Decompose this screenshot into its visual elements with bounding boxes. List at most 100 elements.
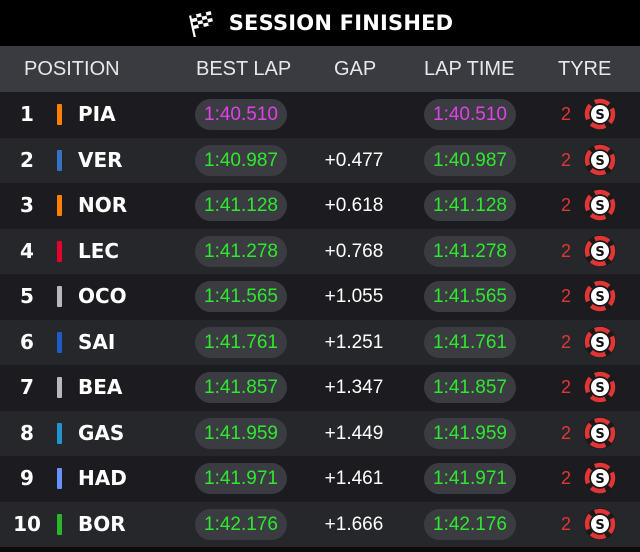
col-lap-time: LAP TIME (424, 58, 514, 81)
session-header: SESSION FINISHED (0, 0, 640, 46)
best-lap-time: 1:40.987 (195, 145, 287, 176)
tyre-laps: 2 (556, 183, 576, 228)
position-number: 5 (0, 274, 54, 319)
tyre-laps: 2 (556, 138, 576, 183)
gap-value: +1.055 (306, 274, 402, 319)
standings-table: 1 PIA 1:40.510 1:40.510 2 S 2 VER 1:40.9… (0, 92, 640, 547)
gap-value: +1.251 (306, 320, 402, 365)
soft-tyre-icon: S (583, 143, 617, 177)
lap-time: 1:40.987 (424, 145, 516, 176)
team-color-bar (57, 514, 62, 535)
svg-text:S: S (595, 427, 604, 442)
best-lap-time: 1:42.176 (195, 509, 287, 540)
svg-text:S: S (595, 336, 604, 351)
col-gap: GAP (334, 58, 376, 81)
driver-code: LEC (78, 229, 119, 274)
position-number: 9 (0, 456, 54, 501)
best-lap-time: 1:41.959 (195, 418, 287, 449)
lap-time: 1:41.971 (424, 463, 516, 494)
soft-tyre-icon: S (583, 279, 617, 313)
team-color-bar (57, 468, 62, 489)
column-header-row: POSITION BEST LAP GAP LAP TIME TYRE (0, 46, 640, 92)
lap-time: 1:41.278 (424, 236, 516, 267)
soft-tyre-icon: S (583, 461, 617, 495)
lap-time: 1:41.565 (424, 281, 516, 312)
team-color-bar (57, 423, 62, 444)
table-row[interactable]: 5 OCO 1:41.565 +1.055 1:41.565 2 S (0, 274, 640, 320)
soft-tyre-icon: S (583, 188, 617, 222)
best-lap-time: 1:40.510 (195, 99, 287, 130)
lap-time: 1:41.761 (424, 327, 516, 358)
table-row[interactable]: 7 BEA 1:41.857 +1.347 1:41.857 2 S (0, 365, 640, 411)
table-row[interactable]: 8 GAS 1:41.959 +1.449 1:41.959 2 S (0, 411, 640, 457)
lap-time: 1:41.128 (424, 190, 516, 221)
svg-text:S: S (595, 108, 604, 123)
best-lap-time: 1:41.761 (195, 327, 287, 358)
checkered-flag-icon (187, 9, 219, 37)
position-number: 2 (0, 138, 54, 183)
best-lap-time: 1:41.857 (195, 372, 287, 403)
table-row[interactable]: 9 HAD 1:41.971 +1.461 1:41.971 2 S (0, 456, 640, 502)
soft-tyre-icon: S (583, 325, 617, 359)
soft-tyre-icon: S (583, 97, 617, 131)
best-lap-time: 1:41.278 (195, 236, 287, 267)
lap-time: 1:41.857 (424, 372, 516, 403)
gap-value: +0.477 (306, 138, 402, 183)
tyre-laps: 2 (556, 320, 576, 365)
table-row[interactable]: 10 BOR 1:42.176 +1.666 1:42.176 2 S (0, 502, 640, 548)
team-color-bar (57, 377, 62, 398)
best-lap-time: 1:41.128 (195, 190, 287, 221)
tyre-laps: 2 (556, 229, 576, 274)
gap-value: +1.347 (306, 365, 402, 410)
driver-code: GAS (78, 411, 124, 456)
position-number: 4 (0, 229, 54, 274)
table-row[interactable]: 4 LEC 1:41.278 +0.768 1:41.278 2 S (0, 229, 640, 275)
gap-value: +0.768 (306, 229, 402, 274)
tyre-laps: 2 (556, 274, 576, 319)
team-color-bar (57, 286, 62, 307)
team-color-bar (57, 195, 62, 216)
table-row[interactable]: 1 PIA 1:40.510 1:40.510 2 S (0, 92, 640, 138)
lap-time: 1:41.959 (424, 418, 516, 449)
tyre-laps: 2 (556, 502, 576, 547)
driver-code: VER (78, 138, 123, 183)
tyre-laps: 2 (556, 92, 576, 137)
col-tyre: TYRE (558, 58, 611, 81)
position-number: 1 (0, 92, 54, 137)
svg-text:S: S (595, 290, 604, 305)
svg-text:S: S (595, 518, 604, 533)
table-row[interactable]: 6 SAI 1:41.761 +1.251 1:41.761 2 S (0, 320, 640, 366)
best-lap-time: 1:41.971 (195, 463, 287, 494)
soft-tyre-icon: S (583, 416, 617, 450)
driver-code: NOR (78, 183, 127, 228)
driver-code: BOR (78, 502, 126, 547)
position-number: 8 (0, 411, 54, 456)
svg-text:S: S (595, 154, 604, 169)
gap-value: +1.666 (306, 502, 402, 547)
table-row[interactable]: 2 VER 1:40.987 +0.477 1:40.987 2 S (0, 138, 640, 184)
svg-text:S: S (595, 245, 604, 260)
lap-time: 1:42.176 (424, 509, 516, 540)
tyre-laps: 2 (556, 365, 576, 410)
position-number: 10 (0, 502, 54, 547)
soft-tyre-icon: S (583, 370, 617, 404)
col-best-lap: BEST LAP (196, 58, 291, 81)
col-position: POSITION (24, 58, 120, 81)
soft-tyre-icon: S (583, 234, 617, 268)
team-color-bar (57, 104, 62, 125)
team-color-bar (57, 150, 62, 171)
tyre-laps: 2 (556, 456, 576, 501)
position-number: 6 (0, 320, 54, 365)
best-lap-time: 1:41.565 (195, 281, 287, 312)
driver-code: PIA (78, 92, 116, 137)
team-color-bar (57, 332, 62, 353)
gap-value: +1.461 (306, 456, 402, 501)
driver-code: BEA (78, 365, 122, 410)
session-title: SESSION FINISHED (229, 11, 454, 35)
position-number: 3 (0, 183, 54, 228)
driver-code: OCO (78, 274, 127, 319)
svg-text:S: S (595, 381, 604, 396)
svg-text:S: S (595, 199, 604, 214)
table-row[interactable]: 3 NOR 1:41.128 +0.618 1:41.128 2 S (0, 183, 640, 229)
tyre-laps: 2 (556, 411, 576, 456)
